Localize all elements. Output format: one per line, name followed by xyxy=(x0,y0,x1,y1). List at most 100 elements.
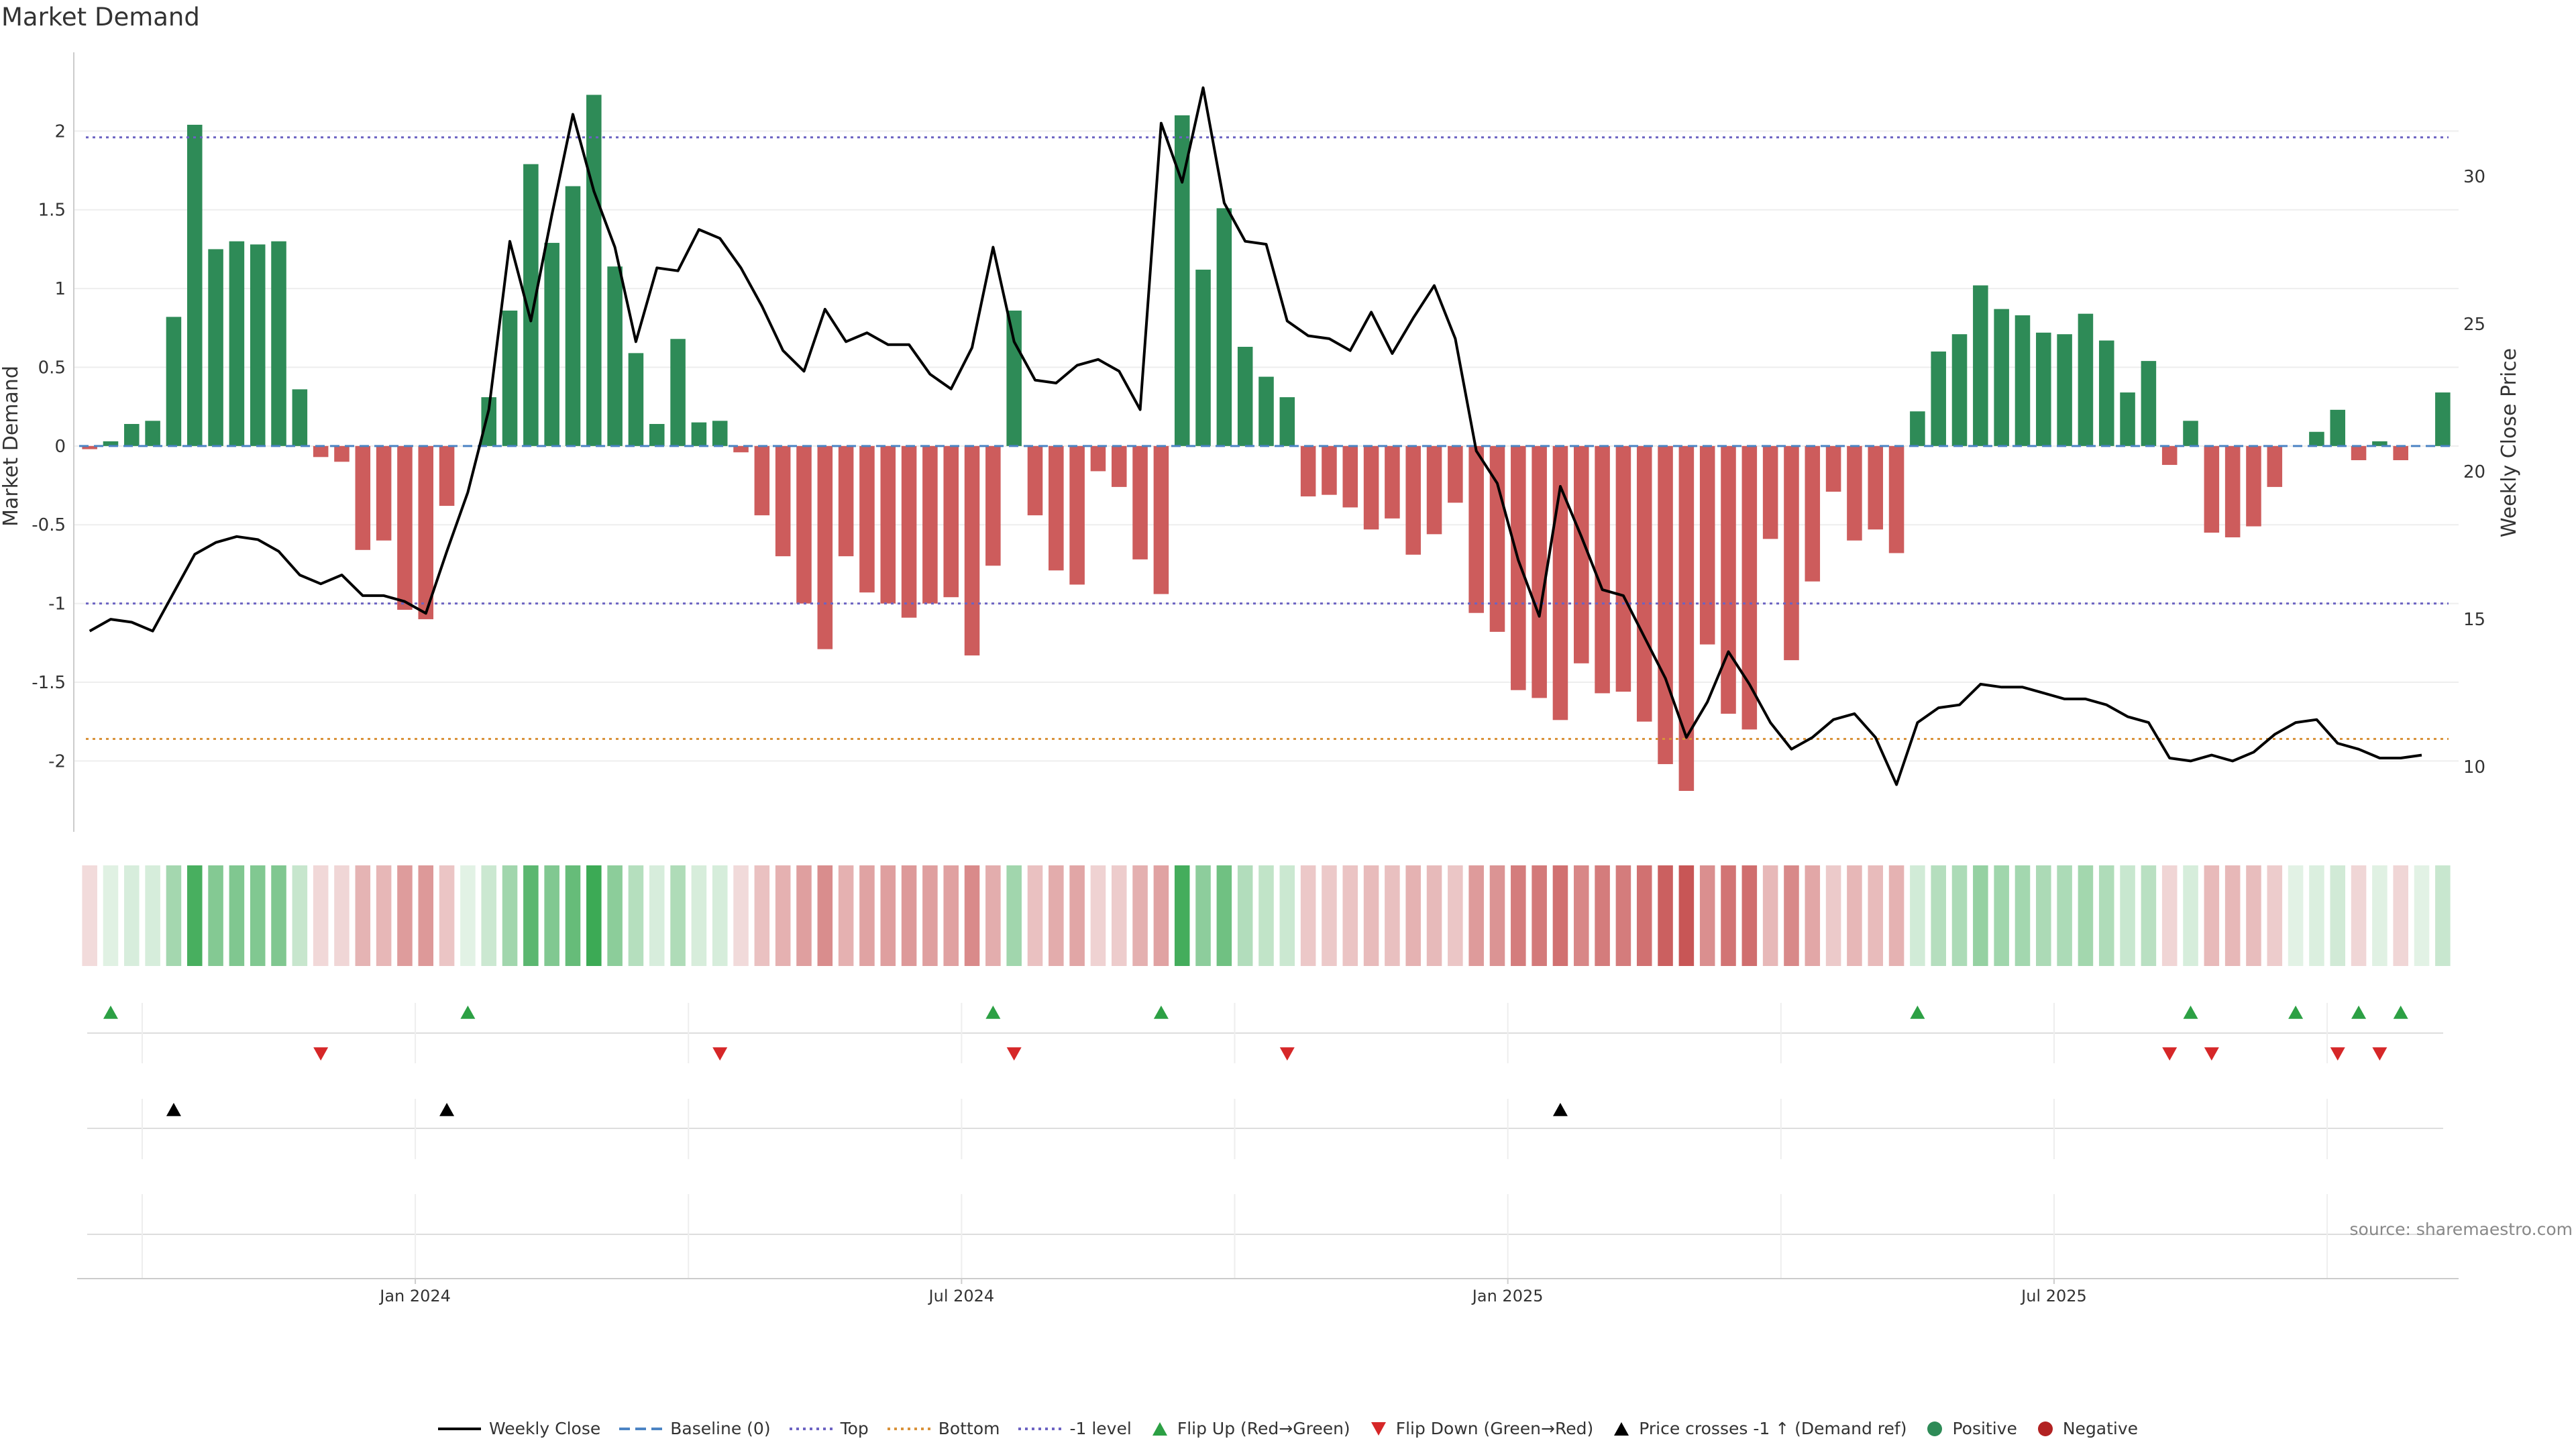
heat-cell xyxy=(523,865,539,966)
negative-bar xyxy=(1405,445,1421,555)
negative-bar xyxy=(1153,445,1169,594)
positive-bar xyxy=(292,389,308,446)
legend-label: Baseline (0) xyxy=(670,1419,771,1438)
negative-bar xyxy=(985,445,1001,566)
demand-bars xyxy=(82,95,2451,791)
heat-cell xyxy=(1468,865,1484,966)
legend-symbol xyxy=(619,1427,663,1430)
heat-cell xyxy=(880,865,896,966)
heat-cell xyxy=(1090,865,1106,966)
positive-bar xyxy=(271,241,286,446)
positive-bar xyxy=(1216,208,1232,446)
positive-bar xyxy=(2036,332,2051,446)
y2-tick-label: 25 xyxy=(2463,315,2485,335)
y-tick-label: 1 xyxy=(54,279,66,299)
heat-cell xyxy=(1532,865,1547,966)
legend-symbol xyxy=(1152,1421,1167,1436)
heat-cell xyxy=(1825,865,1841,966)
flip-down-marker xyxy=(313,1047,329,1061)
negative-bar xyxy=(1300,445,1316,496)
positive-bar xyxy=(1910,411,1925,446)
legend-symbol xyxy=(437,1427,481,1430)
negative-bar xyxy=(1636,445,1652,722)
negative-bar xyxy=(1111,445,1127,487)
positive-bar xyxy=(166,317,182,446)
positive-bar xyxy=(670,339,686,446)
heat-cell xyxy=(859,865,875,966)
negative-bar xyxy=(82,445,97,449)
flip-up-marker xyxy=(2288,1006,2304,1019)
positive-bar xyxy=(145,421,160,446)
y-tick-label: 0 xyxy=(54,437,66,457)
positive-bar xyxy=(502,310,518,446)
negative-bar xyxy=(1762,445,1778,539)
negative-bar xyxy=(376,445,392,541)
flip-down-marker xyxy=(2330,1047,2345,1061)
heat-cell xyxy=(1216,865,1232,966)
heat-cell xyxy=(544,865,559,966)
legend-triangle-up xyxy=(1614,1421,1629,1436)
negative-bar xyxy=(1363,445,1379,530)
heat-cell xyxy=(418,865,434,966)
heat-cell xyxy=(313,865,329,966)
negative-bar xyxy=(2204,445,2220,533)
negative-bar xyxy=(334,445,350,462)
heat-cell xyxy=(985,865,1001,966)
heat-cell xyxy=(145,865,160,966)
positive-bar xyxy=(1279,397,1295,446)
legend-label: Flip Down (Green→Red) xyxy=(1395,1419,1594,1438)
heat-cell xyxy=(1721,865,1736,966)
flip-down-marker xyxy=(712,1047,728,1061)
positive-bar xyxy=(2078,313,2094,446)
cross-up-marker xyxy=(1552,1103,1568,1116)
negative-bar xyxy=(1090,445,1106,472)
positive-bar xyxy=(186,124,203,446)
heat-cell xyxy=(712,865,728,966)
legend-label: Top xyxy=(840,1419,869,1438)
heat-cell xyxy=(1132,865,1148,966)
positive-bar xyxy=(1951,334,1968,446)
negative-bar xyxy=(733,445,749,453)
heat-cell xyxy=(565,865,581,966)
positive-bar xyxy=(103,441,119,446)
positive-bar xyxy=(1195,269,1211,446)
positive-bar xyxy=(712,421,728,446)
legend-label: Weekly Close xyxy=(488,1419,601,1438)
positive-bar xyxy=(628,353,644,446)
negative-bar xyxy=(1741,445,1758,730)
price-layer xyxy=(89,86,2422,786)
heat-cell xyxy=(1762,865,1778,966)
negative-bar xyxy=(2246,445,2261,527)
negative-bar xyxy=(439,445,455,506)
legend-label: Bottom xyxy=(938,1419,1000,1438)
legend-item: Price crosses -1 ↑ (Demand ref) xyxy=(1612,1419,1907,1438)
negative-bar xyxy=(2224,445,2241,538)
demand-heat-strip xyxy=(82,865,2451,966)
heat-cell xyxy=(649,865,665,966)
y-tick-label: 1.5 xyxy=(38,201,66,221)
heat-cell xyxy=(1069,865,1085,966)
negative-bar xyxy=(1784,445,1799,661)
negative-bar xyxy=(964,445,980,656)
negative-bar xyxy=(754,445,770,516)
positive-bar xyxy=(2309,431,2324,446)
negative-bar xyxy=(2267,445,2283,487)
heat-cell xyxy=(2015,865,2031,966)
legend-label: Flip Up (Red→Green) xyxy=(1177,1419,1350,1438)
chart-title: Market Demand xyxy=(1,3,200,32)
negative-bar xyxy=(418,445,434,620)
negative-bar xyxy=(1322,445,1337,495)
heat-cell xyxy=(2330,865,2346,966)
negative-bar xyxy=(1049,445,1064,571)
positive-bar xyxy=(208,249,223,446)
cross-up-marker xyxy=(439,1103,455,1116)
heat-cell xyxy=(586,865,602,966)
negative-bar xyxy=(1825,445,1841,492)
negative-bar xyxy=(1678,445,1695,791)
y-tick-label: 2 xyxy=(54,121,66,142)
heat-cell xyxy=(1868,865,1884,966)
negative-bar xyxy=(796,445,812,604)
positive-bar xyxy=(2120,392,2135,446)
heat-cell xyxy=(1888,865,1904,966)
flip-up-marker xyxy=(2183,1006,2198,1019)
